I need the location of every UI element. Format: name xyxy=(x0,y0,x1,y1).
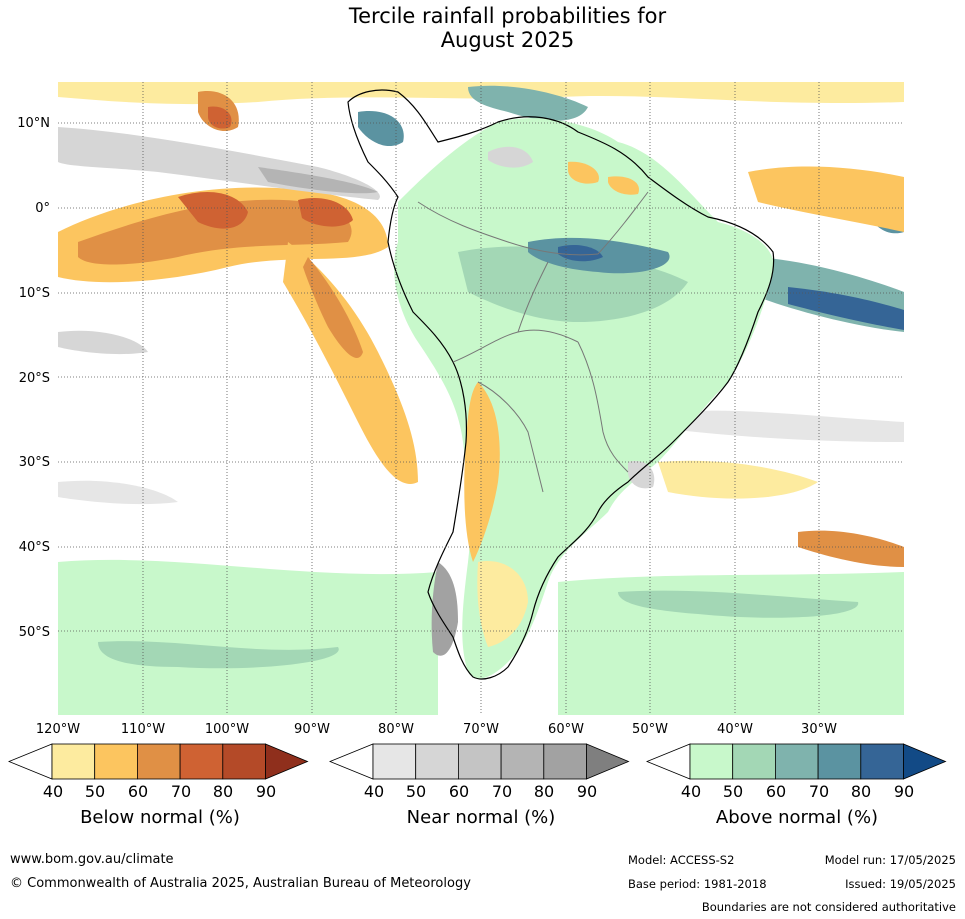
lat-label-0: 0° xyxy=(35,201,50,216)
probability-map xyxy=(58,82,904,715)
graticule xyxy=(58,82,904,715)
colorbar-swatch xyxy=(732,743,776,780)
cb-above-tick: 60 xyxy=(765,782,787,801)
colorbar-near-label: Near normal (%) xyxy=(406,807,556,828)
cb-below-tick: 40 xyxy=(42,782,64,801)
colorbar-swatch xyxy=(94,743,138,780)
colorbar-low-extension xyxy=(8,743,53,780)
cb-above-tick: 80 xyxy=(850,782,872,801)
cb-above-tick: 50 xyxy=(722,782,744,801)
colorbar-swatch xyxy=(817,743,862,780)
lon-label-100w: 100°W xyxy=(204,722,250,737)
lat-label-50s: 50°S xyxy=(18,625,50,640)
footer-model: Model: ACCESS-S2 xyxy=(628,853,735,867)
colorbar-swatch xyxy=(689,743,734,780)
lat-label-20s: 20°S xyxy=(18,371,50,386)
colorbar-above-normal xyxy=(646,743,947,780)
cb-below-tick: 70 xyxy=(170,782,192,801)
lat-label-40s: 40°S xyxy=(18,540,50,555)
lon-label-110w: 110°W xyxy=(120,722,166,737)
colorbar-low-extension xyxy=(646,743,691,780)
colorbar-high-extension xyxy=(586,743,630,780)
lon-label-60w: 60°W xyxy=(548,722,584,737)
cb-above-tick: 90 xyxy=(893,782,915,801)
cb-below-tick: 50 xyxy=(84,782,106,801)
colorbar-near-swatches xyxy=(329,743,630,780)
cb-near-tick: 50 xyxy=(405,782,427,801)
footer-disclaimer: Boundaries are not considered authoritat… xyxy=(701,900,956,914)
colorbar-swatch xyxy=(51,743,96,780)
title-line-2: August 2025 xyxy=(440,28,575,52)
lat-label-10n: 10°N xyxy=(17,116,50,131)
cb-below-tick: 60 xyxy=(127,782,149,801)
colorbar-near-normal xyxy=(329,743,630,780)
colorbar-above-label: Above normal (%) xyxy=(715,807,879,828)
colorbar-swatch xyxy=(372,743,417,780)
cb-near-tick: 80 xyxy=(533,782,555,801)
lat-label-10s: 10°S xyxy=(18,286,50,301)
south-america-shading xyxy=(394,118,774,679)
footer-issued: Issued: 19/05/2025 xyxy=(845,877,956,891)
coastline xyxy=(347,89,775,680)
cb-above-tick: 70 xyxy=(808,782,830,801)
cb-below-tick: 90 xyxy=(255,782,277,801)
colorbar-swatch xyxy=(222,743,266,780)
colorbar-swatch xyxy=(774,743,819,780)
colorbar-swatch xyxy=(543,743,587,780)
lon-label-120w: 120°W xyxy=(35,722,81,737)
country-borders xyxy=(417,191,649,493)
colorbar-swatch xyxy=(415,743,459,780)
map-title: Tercile rainfall probabilities for Augus… xyxy=(0,4,965,52)
footer-base-period: Base period: 1981-2018 xyxy=(628,877,767,891)
title-line-1: Tercile rainfall probabilities for xyxy=(348,4,667,28)
footer-model-run: Model run: 17/05/2025 xyxy=(824,853,956,867)
footer-copyright: © Commonwealth of Australia 2025, Austra… xyxy=(10,876,471,891)
colorbar-below-label: Below normal (%) xyxy=(80,807,240,828)
map-canvas xyxy=(58,82,904,715)
colorbar-above-swatches xyxy=(646,743,947,780)
colorbar-below-normal xyxy=(8,743,309,780)
lon-label-40w: 40°W xyxy=(717,722,753,737)
colorbar-below-swatches xyxy=(8,743,309,780)
cb-near-tick: 70 xyxy=(491,782,513,801)
cb-above-tick: 40 xyxy=(680,782,702,801)
colorbar-swatch xyxy=(860,743,904,780)
cb-below-tick: 80 xyxy=(212,782,234,801)
colorbar-swatch xyxy=(500,743,545,780)
colorbar-high-extension xyxy=(903,743,947,780)
cb-near-tick: 60 xyxy=(448,782,470,801)
colorbar-swatch xyxy=(179,743,224,780)
probability-shading xyxy=(58,82,904,715)
colorbar-swatch xyxy=(457,743,502,780)
cb-near-tick: 40 xyxy=(363,782,385,801)
footer-website: www.bom.gov.au/climate xyxy=(10,852,174,867)
colorbar-swatch xyxy=(136,743,181,780)
lon-label-80w: 80°W xyxy=(378,722,414,737)
lon-label-90w: 90°W xyxy=(294,722,330,737)
lat-label-30s: 30°S xyxy=(18,455,50,470)
lon-label-50w: 50°W xyxy=(632,722,668,737)
colorbar-high-extension xyxy=(265,743,309,780)
lon-label-70w: 70°W xyxy=(463,722,499,737)
colorbar-low-extension xyxy=(329,743,374,780)
cb-near-tick: 90 xyxy=(576,782,598,801)
lon-label-30w: 30°W xyxy=(801,722,837,737)
